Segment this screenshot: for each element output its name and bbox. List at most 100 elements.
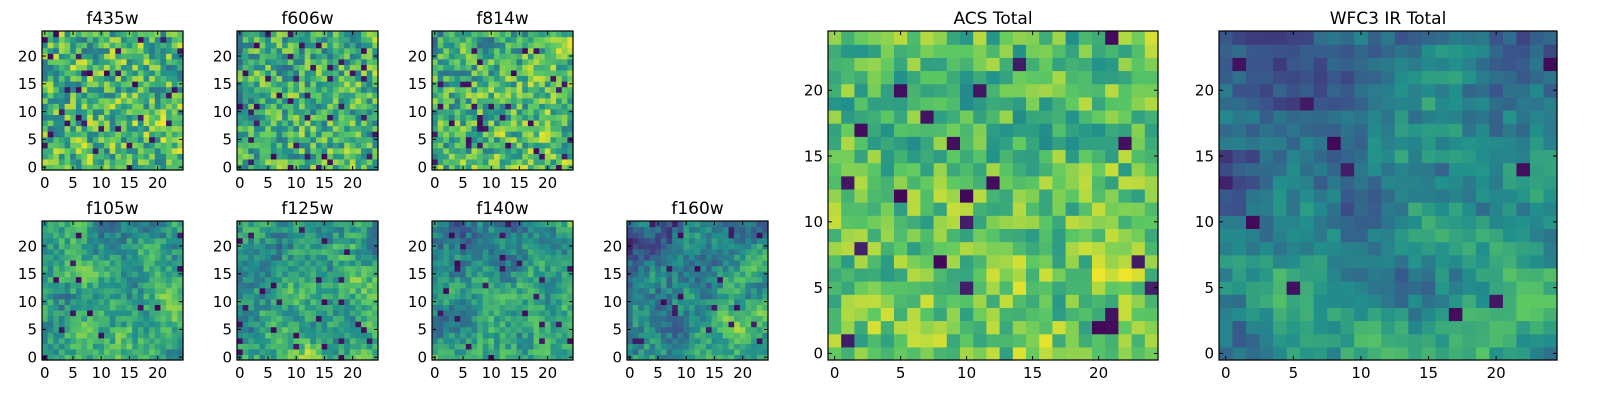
heatmap-cell — [999, 294, 1014, 308]
heatmap-cell — [58, 136, 66, 143]
heatmap-cell — [1144, 175, 1159, 190]
heatmap-cell — [437, 254, 444, 261]
heatmap-cell — [672, 337, 679, 344]
heatmap-cell — [372, 226, 379, 233]
heatmap-cell — [632, 237, 639, 244]
heatmap-cell — [115, 326, 122, 333]
heatmap-cell — [270, 86, 278, 93]
heatmap-cell — [527, 42, 535, 49]
heatmap-cell — [338, 158, 345, 166]
heatmap-cell — [756, 287, 763, 294]
heatmap-cell — [160, 271, 167, 278]
heatmap-cell — [237, 304, 244, 311]
heatmap-cell — [477, 147, 484, 154]
heatmap-cell — [104, 287, 111, 294]
heatmap-cell — [338, 114, 345, 121]
heatmap-cell — [561, 125, 568, 132]
heatmap-cell — [47, 164, 54, 171]
heatmap-cell — [177, 153, 184, 160]
heatmap-cell — [332, 232, 340, 239]
heatmap-cell — [47, 136, 54, 143]
heatmap-cell — [171, 164, 178, 171]
heatmap-cell — [443, 69, 450, 77]
heatmap-cell — [1039, 228, 1053, 243]
heatmap-cell — [293, 226, 300, 233]
heatmap-cell — [304, 265, 311, 272]
heatmap-cell — [304, 119, 311, 127]
heatmap-cell — [477, 103, 484, 110]
heatmap-cell — [933, 333, 948, 348]
heatmap-cell — [527, 153, 535, 160]
heatmap-cell — [160, 226, 167, 233]
heatmap-cell — [561, 103, 568, 110]
heatmap-cell — [237, 343, 244, 350]
heatmap-cell — [87, 142, 94, 149]
heatmap-cell — [149, 237, 156, 244]
heatmap-cell — [47, 287, 54, 294]
heatmap-cell — [544, 53, 552, 60]
heatmap-cell — [126, 125, 133, 132]
heatmap-cell — [92, 321, 99, 328]
heatmap-cell — [689, 243, 696, 250]
heatmap-cell — [64, 332, 71, 339]
heatmap-cell — [867, 294, 882, 308]
heatmap-cell — [70, 259, 77, 267]
heatmap-cell — [242, 348, 249, 356]
heatmap-cell — [75, 36, 83, 43]
heatmap-cell — [533, 326, 540, 333]
heatmap-cell — [437, 147, 444, 154]
heatmap-cell — [372, 119, 379, 127]
heatmap-cell — [454, 119, 461, 127]
heatmap-cell — [683, 271, 690, 278]
heatmap-cell — [87, 86, 94, 93]
heatmap-cell — [242, 354, 249, 361]
heatmap-cell — [683, 282, 690, 289]
heatmap-cell — [550, 108, 557, 115]
heatmap-cell — [75, 31, 83, 38]
heatmap-cell — [58, 81, 66, 88]
heatmap-cell — [1092, 175, 1106, 190]
heatmap-cell — [299, 237, 306, 244]
heatmap-cell — [1012, 346, 1027, 361]
heatmap-cell — [454, 75, 461, 82]
heatmap-cell — [946, 346, 961, 361]
heatmap-cell — [745, 293, 752, 300]
heatmap-cell — [1012, 320, 1027, 335]
heatmap-cell — [933, 215, 948, 229]
heatmap-cell — [265, 348, 272, 356]
heatmap-cell — [310, 276, 317, 283]
heatmap-cell — [310, 119, 317, 127]
heatmap-cell — [42, 276, 49, 283]
heatmap-cell — [516, 153, 523, 160]
heatmap-cell — [160, 248, 167, 255]
heatmap-cell — [722, 343, 730, 350]
heatmap-cell — [115, 64, 122, 71]
heatmap-cell — [561, 158, 568, 166]
heatmap-cell — [561, 354, 568, 361]
heatmap-cell — [372, 131, 379, 138]
heatmap-cell — [42, 282, 49, 289]
heatmap-cell — [499, 142, 506, 149]
heatmap-cell — [471, 136, 478, 143]
heatmap-cell — [287, 97, 294, 104]
heatmap-cell — [494, 97, 501, 104]
heatmap-cell — [242, 69, 249, 77]
heatmap-cell — [332, 164, 340, 171]
heatmap-cell — [126, 254, 133, 261]
heatmap-cell — [75, 69, 83, 77]
heatmap-cell — [276, 298, 283, 305]
heatmap-cell — [81, 354, 88, 361]
heatmap-cell — [533, 97, 540, 104]
heatmap-cell — [920, 281, 935, 295]
heatmap-cell — [109, 164, 116, 171]
heatmap-cell — [293, 97, 300, 104]
heatmap-cell — [120, 114, 128, 121]
heatmap-cell — [92, 309, 99, 317]
heatmap-cell — [694, 343, 701, 350]
heatmap-cell — [499, 248, 506, 255]
heatmap-cell — [894, 307, 908, 322]
heatmap-cell — [454, 164, 461, 171]
heatmap-cell — [327, 147, 334, 154]
heatmap-cell — [632, 321, 639, 328]
heatmap-cell — [282, 69, 289, 77]
